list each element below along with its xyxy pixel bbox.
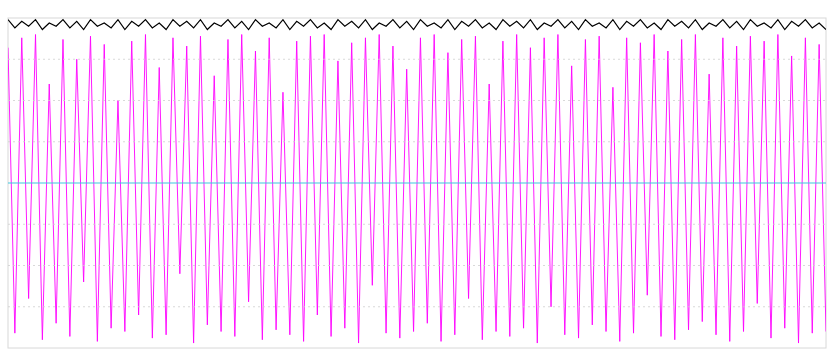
grid-line [8,141,826,142]
data-group [8,20,826,343]
series-line [8,35,826,344]
series-line [8,20,826,30]
grid-line [8,265,826,266]
grid-line [8,224,826,225]
grid-line [8,100,826,101]
plot-frame [8,18,826,348]
chart [0,0,833,349]
grid-line [8,306,826,307]
grid-line [8,182,826,183]
grid-line [8,59,826,60]
